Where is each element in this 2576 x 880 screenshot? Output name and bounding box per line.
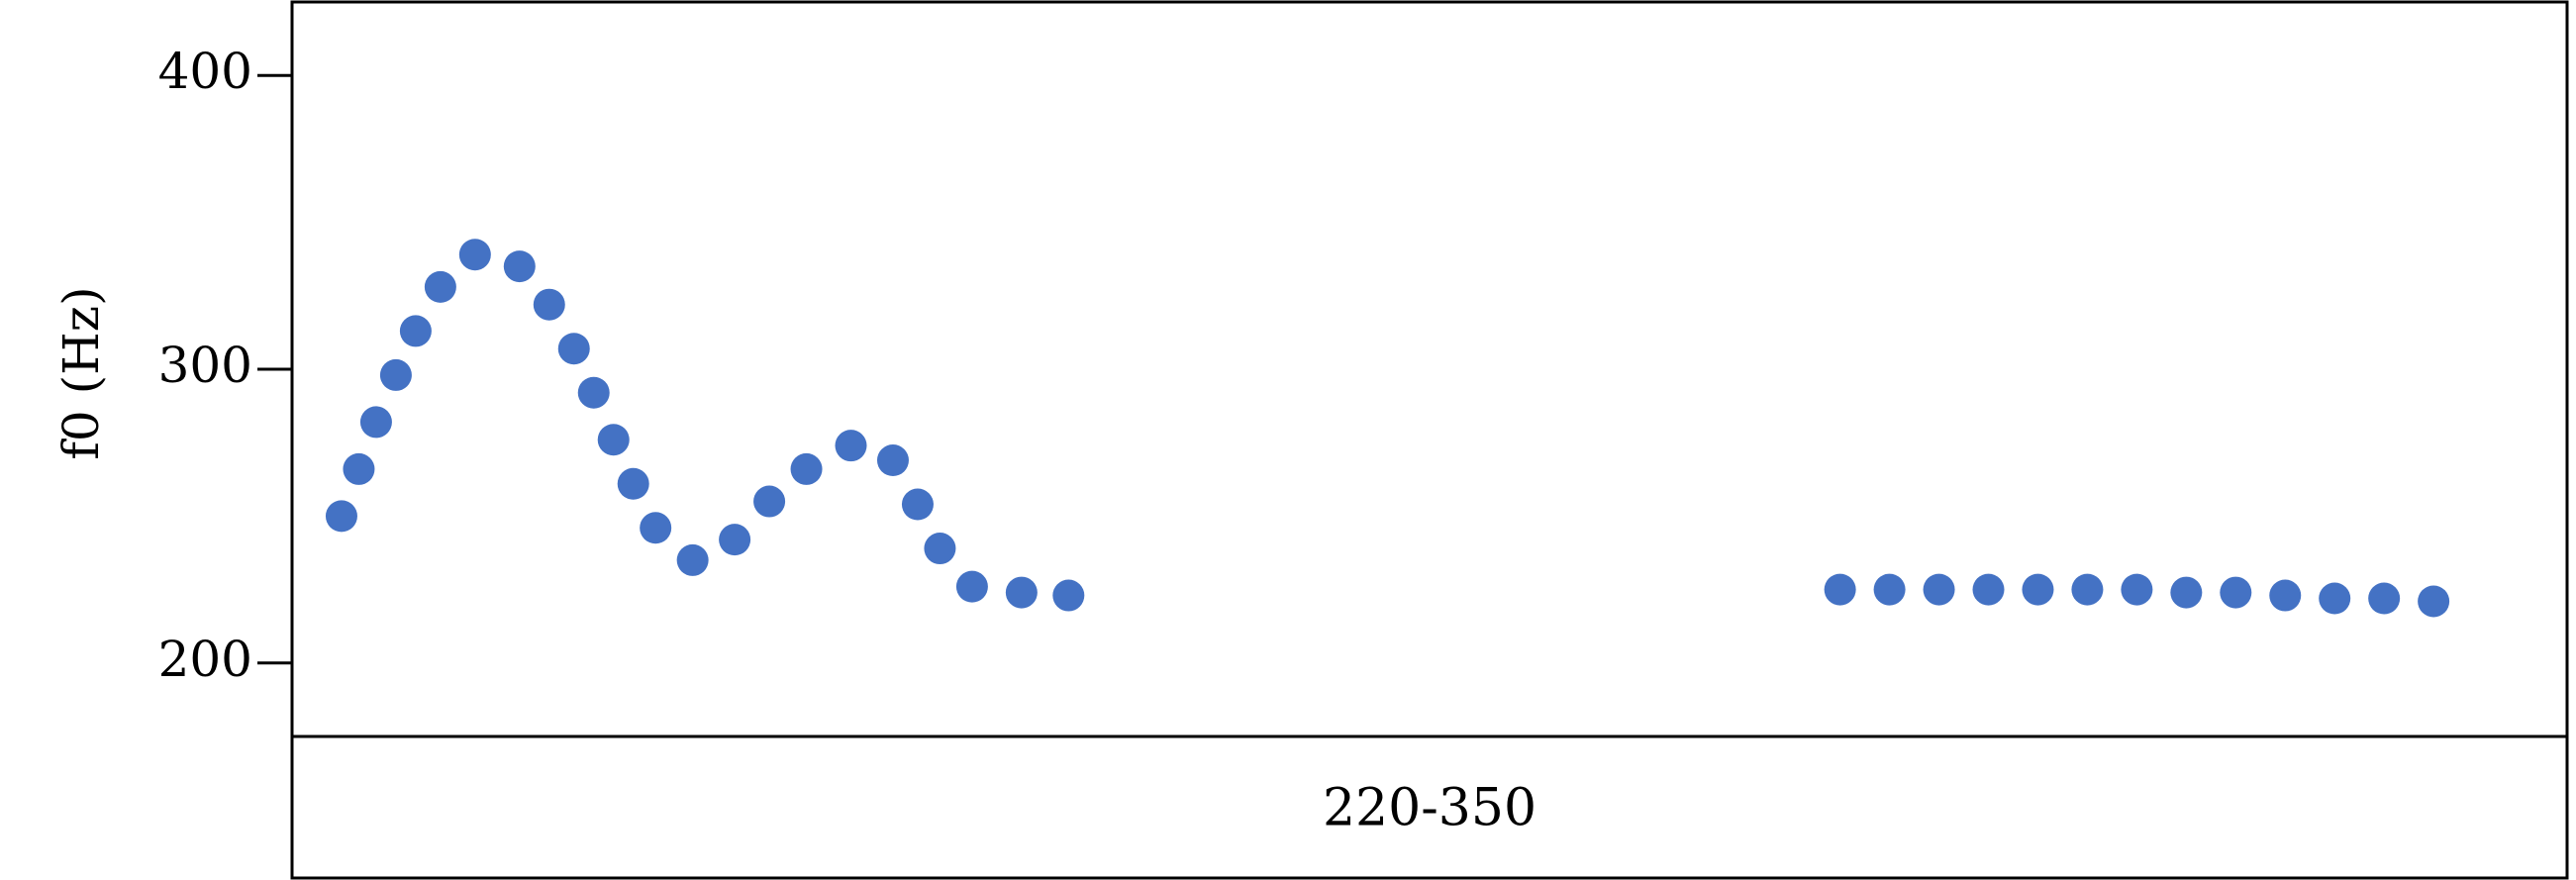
data-point-0-13 [640, 512, 672, 544]
data-point-0-5 [424, 270, 456, 303]
plot-area-frame [290, 0, 2569, 738]
data-point-0-11 [597, 424, 630, 456]
data-point-0-32 [2170, 576, 2203, 609]
data-point-0-14 [676, 543, 709, 576]
data-point-0-18 [835, 430, 867, 462]
y-tick-label-200: 200 [158, 631, 252, 688]
data-point-0-19 [876, 444, 909, 477]
data-point-0-23 [1005, 576, 1038, 609]
data-point-0-21 [924, 533, 956, 565]
data-point-0-7 [503, 250, 536, 283]
data-point-0-20 [901, 488, 934, 521]
data-point-0-33 [2220, 576, 2252, 609]
data-point-0-4 [399, 315, 432, 347]
data-point-0-17 [790, 452, 823, 485]
y-tick-label-300: 300 [158, 337, 252, 394]
data-point-0-22 [955, 570, 988, 603]
data-point-0-27 [1923, 573, 1955, 606]
data-point-0-30 [2071, 573, 2104, 606]
data-point-0-34 [2269, 579, 2302, 612]
row-label: 220-350 [1323, 779, 1536, 838]
data-point-0-10 [577, 376, 610, 409]
data-point-0-24 [1052, 579, 1085, 612]
data-point-0-25 [1824, 573, 1856, 606]
data-point-0-1 [343, 452, 375, 485]
data-point-0-12 [617, 467, 649, 500]
label-row-frame [290, 734, 2569, 880]
data-point-0-29 [2022, 573, 2054, 606]
data-point-0-37 [2418, 585, 2450, 618]
y-axis: 200 300 400 [158, 43, 292, 688]
data-point-0-3 [379, 358, 412, 391]
data-point-0-15 [719, 524, 751, 556]
data-point-0-31 [2121, 573, 2153, 606]
data-point-0-9 [557, 333, 590, 365]
data-point-0-36 [2368, 582, 2401, 615]
data-point-0-6 [458, 239, 491, 271]
data-point-0-28 [1972, 573, 2005, 606]
data-point-0-16 [753, 485, 786, 518]
data-point-0-2 [359, 406, 392, 439]
data-point-0-0 [325, 500, 357, 533]
y-tick-label-400: 400 [158, 43, 252, 100]
data-point-0-8 [533, 288, 565, 321]
y-axis-title: f0 (Hz) [52, 286, 110, 459]
data-point-0-35 [2319, 582, 2351, 615]
data-points [325, 239, 2450, 618]
data-point-0-26 [1873, 573, 1906, 606]
